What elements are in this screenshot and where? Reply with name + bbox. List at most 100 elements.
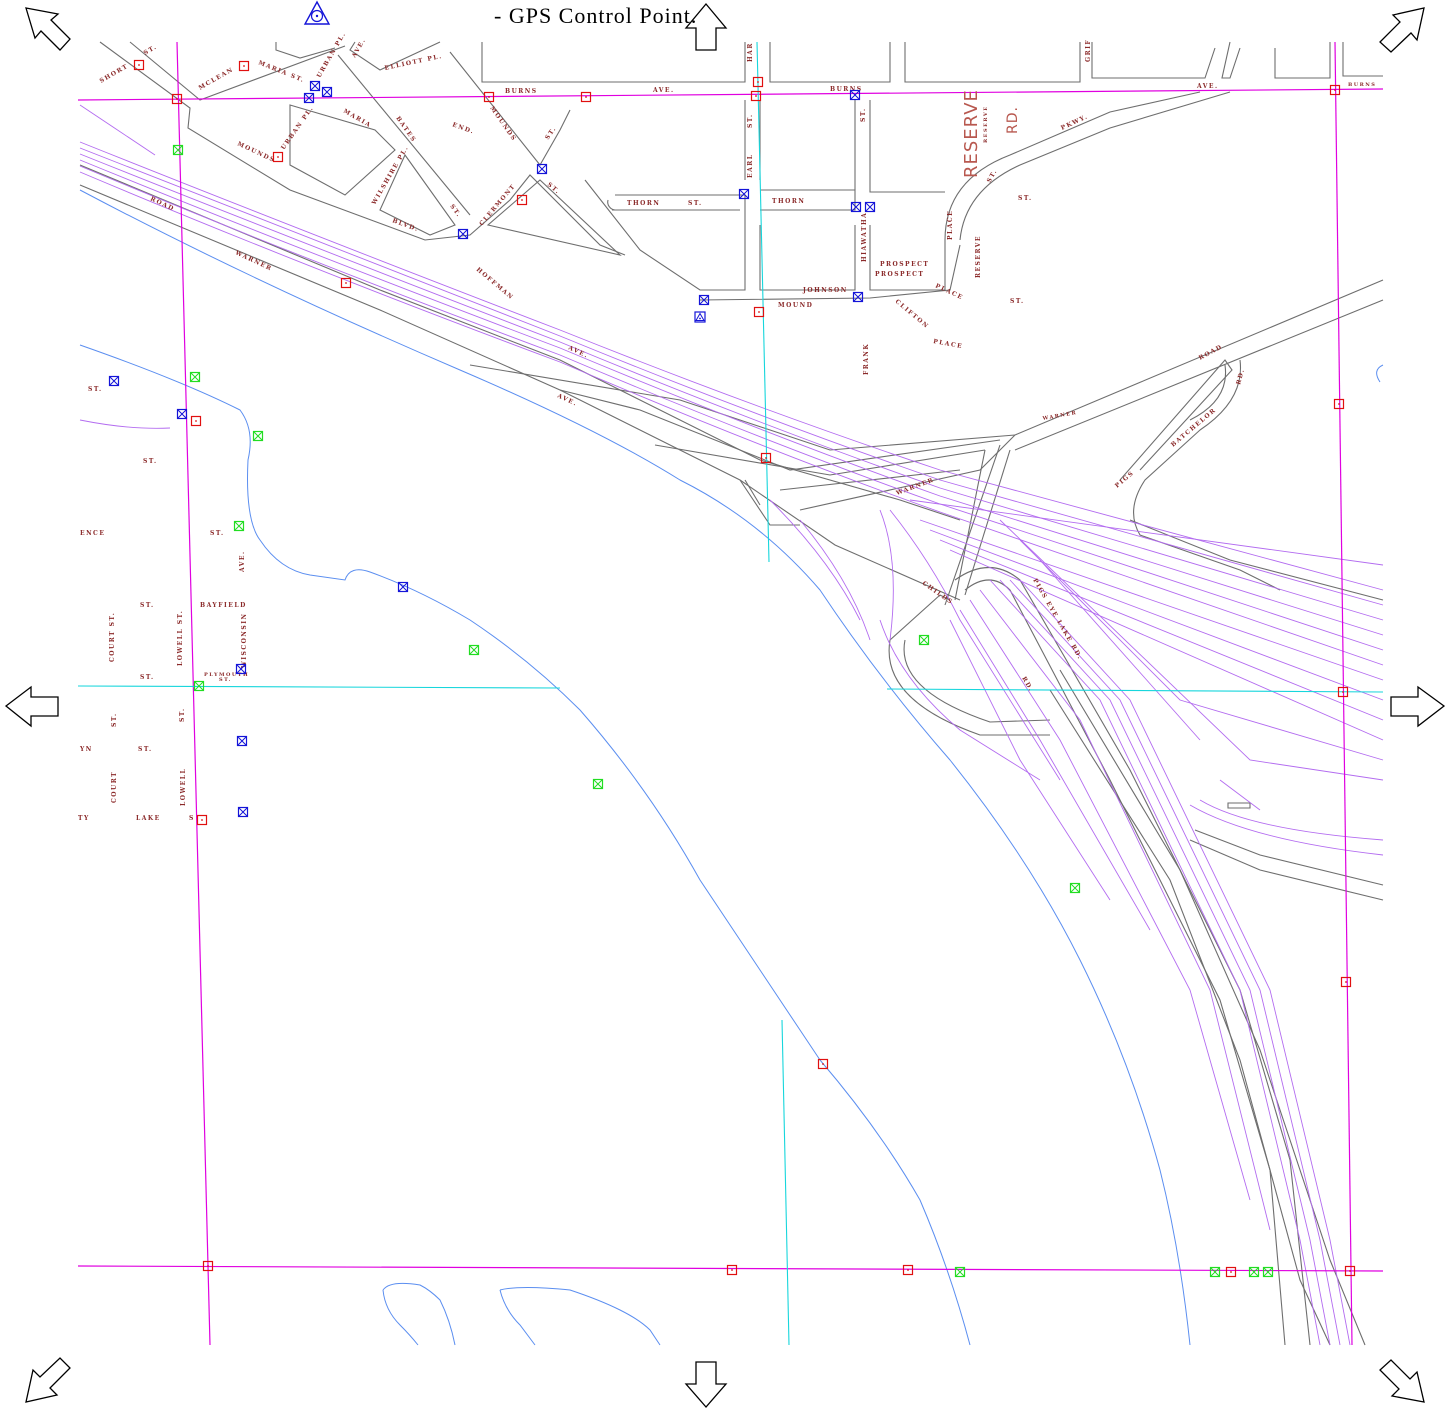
railroad-tracks	[80, 105, 1383, 1345]
svg-text:HOFFMAN: HOFFMAN	[475, 266, 515, 301]
pan-up-left-button[interactable]	[26, 8, 70, 50]
svg-text:END.: END.	[451, 121, 475, 135]
svg-text:URBAN PL.: URBAN PL.	[280, 105, 315, 151]
svg-text:JOHNSON: JOHNSON	[802, 287, 848, 294]
control-point-marker[interactable]	[311, 82, 320, 91]
section-corner-marker[interactable]	[1335, 400, 1344, 409]
svg-text:RESERVE: RESERVE	[983, 105, 989, 143]
svg-text:WARNER: WARNER	[233, 249, 273, 273]
svg-text:MOUNDS: MOUNDS	[488, 105, 517, 143]
svg-text:TY: TY	[78, 815, 90, 822]
blue-control-markers	[110, 82, 875, 817]
arrow-down-icon	[686, 1362, 726, 1407]
pan-right-button[interactable]	[1391, 687, 1444, 726]
control-point-marker[interactable]	[323, 88, 332, 97]
pan-left-button[interactable]	[6, 687, 58, 726]
monument-marker[interactable]	[1264, 1268, 1273, 1277]
svg-text:RD.: RD.	[1005, 106, 1021, 134]
svg-text:ST.: ST.	[747, 113, 754, 128]
svg-text:ELLIOTT PL.: ELLIOTT PL.	[384, 53, 443, 72]
section-corner-marker[interactable]	[582, 93, 591, 102]
svg-text:ENCE: ENCE	[80, 530, 105, 537]
monument-marker[interactable]	[1211, 1268, 1220, 1277]
street-labels: BURNS AVE. AVE. BURNS BURNS ELLIOTT PL. …	[78, 31, 1376, 822]
section-corner-marker[interactable]	[904, 1266, 913, 1275]
svg-text:PIGS EYE LAKE RD.: PIGS EYE LAKE RD.	[1031, 578, 1083, 662]
section-corner-marker[interactable]	[240, 62, 249, 71]
svg-text:LOWELL ST.: LOWELL ST.	[177, 610, 184, 666]
svg-text:BURNS: BURNS	[505, 88, 538, 95]
control-point-marker[interactable]	[238, 737, 247, 746]
arrow-left-icon	[6, 687, 58, 726]
section-corner-marker[interactable]	[518, 196, 527, 205]
monument-marker[interactable]	[594, 780, 603, 789]
control-point-marker[interactable]	[459, 230, 468, 239]
svg-text:ROAD: ROAD	[149, 195, 176, 212]
section-corner-marker[interactable]	[752, 92, 761, 101]
monument-marker[interactable]	[191, 373, 200, 382]
svg-text:RESERVE: RESERVE	[975, 235, 982, 278]
pan-down-right-button[interactable]	[1380, 1360, 1424, 1402]
svg-text:GRIF: GRIF	[1085, 39, 1092, 62]
svg-text:HAR: HAR	[747, 42, 754, 62]
section-corner-marker[interactable]	[192, 417, 201, 426]
svg-text:PROSPECT: PROSPECT	[880, 261, 929, 268]
monument-marker[interactable]	[254, 432, 263, 441]
monument-marker[interactable]	[470, 646, 479, 655]
gps-control-point-marker[interactable]	[695, 312, 705, 322]
control-point-marker[interactable]	[538, 165, 547, 174]
section-corner-marker[interactable]	[198, 816, 207, 825]
control-point-marker[interactable]	[740, 190, 749, 199]
pan-down-left-button[interactable]	[26, 1358, 70, 1402]
control-point-marker[interactable]	[178, 410, 187, 419]
svg-text:AVE.: AVE.	[555, 392, 578, 408]
svg-text:ST.: ST.	[140, 602, 155, 609]
arrow-up-left-icon	[26, 8, 70, 50]
svg-text:ROAD: ROAD	[1198, 343, 1224, 361]
control-point-marker[interactable]	[239, 808, 248, 817]
section-corner-marker[interactable]	[755, 308, 764, 317]
pan-up-right-button[interactable]	[1380, 8, 1424, 52]
monument-marker[interactable]	[235, 522, 244, 531]
svg-text:MOUND: MOUND	[778, 302, 813, 309]
section-corner-marker[interactable]	[1342, 978, 1351, 987]
svg-text:LAKE: LAKE	[136, 815, 161, 822]
svg-text:ST.: ST.	[448, 203, 462, 219]
arrow-right-icon	[1391, 687, 1444, 726]
monument-marker[interactable]	[1071, 884, 1080, 893]
control-point-marker[interactable]	[854, 293, 863, 302]
svg-text:THORN: THORN	[772, 198, 805, 205]
svg-text:FRANK: FRANK	[863, 343, 870, 375]
section-corner-marker[interactable]	[1227, 1268, 1236, 1277]
svg-text:ST.: ST.	[1010, 298, 1025, 305]
river-shoreline	[80, 190, 1383, 1345]
svg-text:BLVD.: BLVD.	[391, 217, 420, 233]
monument-marker[interactable]	[1250, 1268, 1259, 1277]
svg-text:WISCONSIN: WISCONSIN	[241, 613, 248, 670]
svg-text:BATES: BATES	[394, 115, 417, 144]
control-point-marker[interactable]	[866, 203, 875, 212]
control-point-marker[interactable]	[110, 377, 119, 386]
svg-text:WARNER: WARNER	[894, 477, 935, 498]
control-point-marker[interactable]	[852, 203, 861, 212]
svg-text:MCLEAN: MCLEAN	[198, 66, 236, 92]
svg-text:RESERVE: RESERVE	[961, 89, 982, 178]
svg-text:ST.: ST.	[143, 43, 159, 56]
arrow-up-right-icon	[1380, 8, 1424, 52]
arrow-down-right-icon	[1380, 1360, 1424, 1402]
section-corner-marker[interactable]	[728, 1266, 737, 1275]
svg-text:PLACE: PLACE	[934, 282, 964, 301]
svg-text:ST.: ST.	[860, 107, 867, 122]
svg-text:EARL: EARL	[747, 154, 754, 178]
svg-text:MARIA: MARIA	[342, 108, 373, 130]
arrow-down-left-icon	[26, 1358, 70, 1402]
monument-marker[interactable]	[174, 146, 183, 155]
pan-down-button[interactable]	[686, 1362, 726, 1407]
svg-text:AVE.: AVE.	[239, 550, 246, 573]
svg-text:CLIFTON: CLIFTON	[894, 298, 930, 330]
svg-text:ST.: ST.	[544, 125, 558, 141]
monument-marker[interactable]	[920, 636, 929, 645]
green-control-markers	[174, 146, 1273, 1277]
svg-text:ST.: ST.	[210, 530, 225, 537]
